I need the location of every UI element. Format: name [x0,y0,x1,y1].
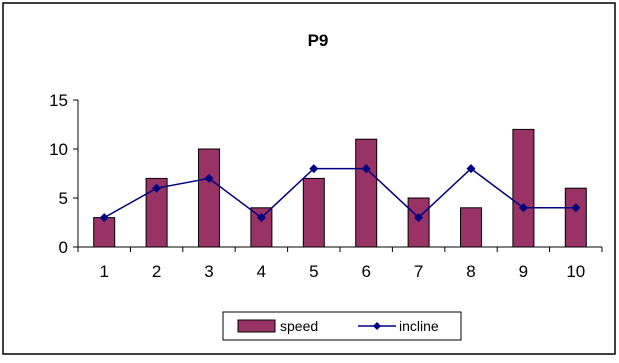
legend-speed-label: speed [280,318,318,334]
bar-speed [460,207,482,248]
point-incline [466,164,476,174]
bar-speed [407,197,430,248]
x-tick-label: 7 [414,262,423,281]
point-incline [309,164,319,174]
bar-speed [250,207,273,248]
x-tick-label: 1 [99,262,108,281]
bar-speed [302,177,325,248]
y-tick-label: 0 [59,238,68,257]
plot-area: 0 5 10 15 1 2 3 4 5 6 7 8 9 10 [49,91,603,281]
y-tick-label: 5 [59,189,68,208]
legend-speed-swatch [237,319,276,333]
x-tick-label: 3 [204,262,213,281]
legend: speed incline [222,311,462,341]
point-incline [152,183,162,193]
x-tick-label: 2 [152,262,161,281]
point-incline [256,213,266,223]
x-tick-label: 10 [566,262,585,281]
x-tick-label: 5 [309,262,318,281]
bar-speed [145,177,168,248]
legend-incline-marker [373,322,381,330]
point-incline [204,173,214,183]
bar-speed [355,138,378,248]
point-incline [571,203,581,213]
point-incline [518,203,528,213]
y-tick-label: 10 [49,140,68,159]
bar-speed [198,148,220,248]
y-tick-label: 15 [49,91,68,110]
point-incline [414,213,424,223]
legend-incline-label: incline [399,318,439,334]
bar-speed [512,128,535,248]
line-incline [103,167,576,219]
x-tick-label: 6 [361,262,370,281]
x-tick-label: 8 [466,262,475,281]
point-incline [361,164,371,174]
x-tick-label: 4 [257,262,266,281]
x-tick-label: 9 [519,262,528,281]
point-incline [99,213,109,223]
chart-title: P9 [308,31,329,50]
bar-speed [564,187,587,248]
